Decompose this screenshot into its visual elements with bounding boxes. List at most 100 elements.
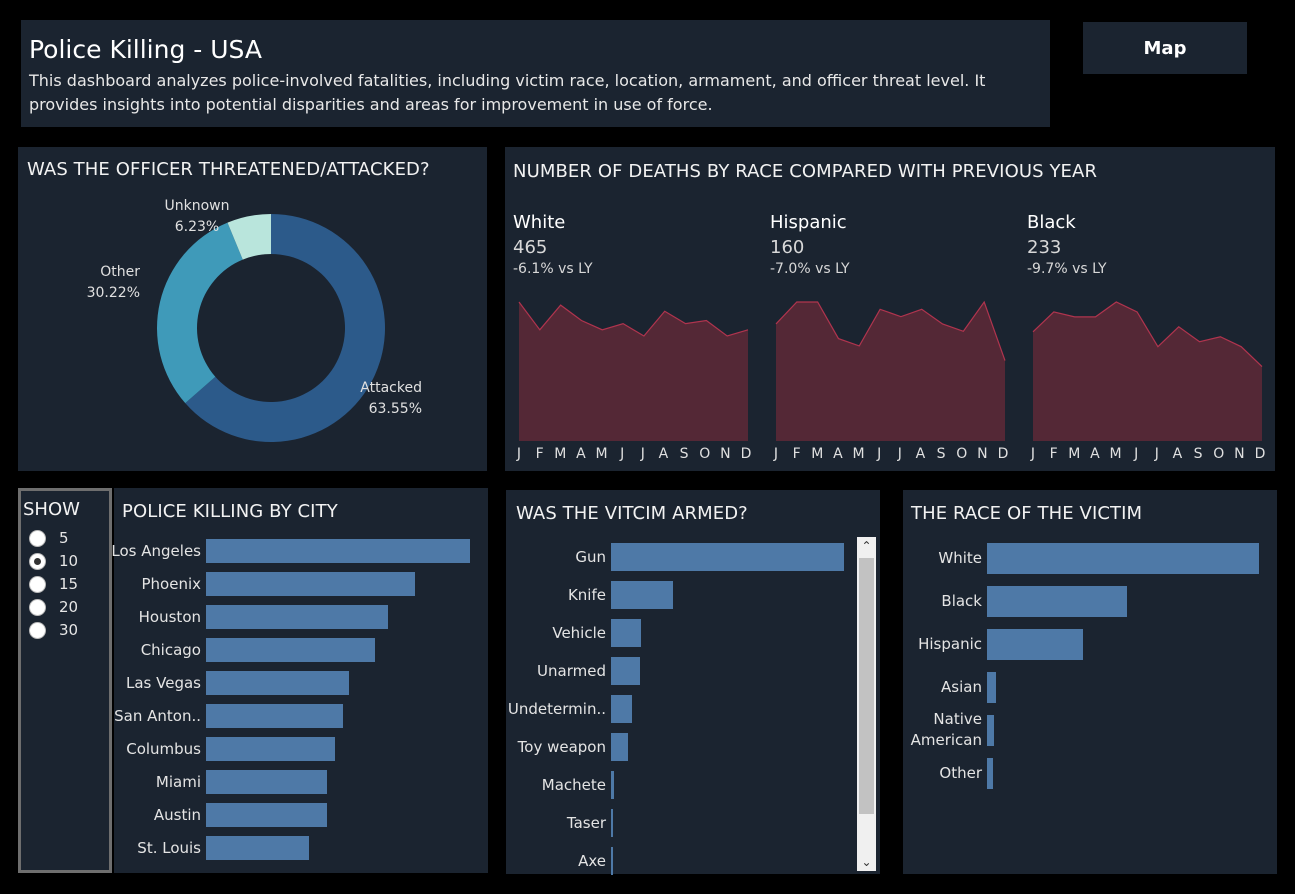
donut-label-unknown-name: Unknown [164,198,230,214]
radio-button[interactable] [29,621,46,639]
kpi-hispanic-change: -7.0% vs LY [770,261,850,277]
radio-label: 30 [59,621,79,639]
donut-label-other-value: 30.22% [86,285,140,301]
month-label: M [1068,446,1081,462]
map-button[interactable]: Map [1083,22,1247,74]
bar[interactable] [987,671,997,703]
scroll-thumb[interactable] [859,558,874,814]
armed-scrollbar[interactable]: ⌃ ⌄ [857,537,876,871]
month-label: S [1193,446,1203,462]
bar[interactable] [206,605,389,629]
bar-label: Austin [153,805,201,824]
line-black [1032,301,1263,367]
bar[interactable] [611,847,614,875]
radio-button[interactable] [29,575,46,593]
show-option-5[interactable]: 5 [29,528,69,548]
bar[interactable] [611,581,673,609]
show-option-15[interactable]: 15 [29,574,78,594]
month-label: A [915,446,926,462]
bar[interactable] [611,543,844,571]
scroll-down-icon[interactable]: ⌄ [861,855,872,869]
bar[interactable] [206,836,309,860]
bar-label: Phoenix [141,574,201,593]
radio-label: 10 [59,552,79,570]
month-label: F [535,446,544,462]
month-label: O [699,446,711,462]
month-label: A [1090,446,1100,462]
bar-label: Native American [910,710,982,749]
bar-label: Houston [138,607,201,626]
month-label: A [576,446,586,462]
month-label: N [1234,446,1245,462]
bar[interactable] [206,737,336,761]
month-label: A [658,446,669,462]
kpi-black-race: Black [1027,212,1076,233]
bar[interactable] [611,695,632,723]
bar[interactable] [611,733,629,761]
race-title: THE RACE OF THE VICTIM [911,503,1143,524]
donut-slice-attacked [185,214,385,442]
month-label: J [1134,446,1139,462]
bar[interactable] [206,803,328,827]
bar[interactable] [611,619,642,647]
bar[interactable] [987,628,1084,660]
donut-label-attacked: Attacked 63.55% [354,378,422,420]
city-title: POLICE KILLING BY CITY [122,501,338,522]
area-black [1033,302,1262,441]
month-label: N [977,446,988,462]
radio-label: 5 [59,529,69,547]
bar[interactable] [611,771,615,799]
bar[interactable] [206,638,375,662]
donut-label-other-name: Other [100,264,140,280]
month-label: J [620,446,625,462]
bar[interactable] [611,657,641,685]
bar[interactable] [987,714,995,746]
line-hispanic [775,300,1006,361]
bar[interactable] [206,704,344,728]
bar[interactable] [611,809,614,837]
show-option-10[interactable]: 10 [29,551,78,571]
radio-button[interactable] [29,552,46,570]
kpi-black-change: -9.7% vs LY [1027,261,1107,277]
scroll-up-icon[interactable]: ⌃ [861,539,872,553]
bar-label: Hispanic [918,634,982,653]
month-label: J [1154,446,1159,462]
bar[interactable] [206,539,470,563]
month-label: J [877,446,882,462]
page-title: Police Killing - USA [29,35,262,64]
kpi-black-total: 233 [1027,237,1062,258]
bar[interactable] [987,585,1128,617]
bar-label: Machete [541,775,606,794]
kpi-white-race: White [513,212,566,233]
radio-button[interactable] [29,598,46,616]
bar[interactable] [206,770,328,794]
month-label: D [997,446,1009,462]
month-label: J [1030,446,1036,462]
month-label: S [679,446,689,462]
bar[interactable] [206,572,415,596]
bar-label: Chicago [140,640,201,659]
bar-label: Other [939,763,982,782]
month-label: M [1109,446,1122,462]
radio-button[interactable] [29,529,46,547]
bar[interactable] [987,542,1259,574]
bar-label: Las Vegas [126,673,201,692]
show-option-30[interactable]: 30 [29,620,78,640]
month-label: J [773,446,779,462]
donut-slice-unknown [227,214,271,260]
month-label: A [833,446,843,462]
show-option-20[interactable]: 20 [29,597,78,617]
donut-label-unknown: Unknown 6.23% [164,196,230,238]
threat-title: WAS THE OFFICER THREATENED/ATTACKED? [27,159,430,180]
kpi-hispanic-race: Hispanic [770,212,847,233]
bar[interactable] [987,757,993,789]
bar[interactable] [206,671,349,695]
month-label: O [956,446,968,462]
donut-label-attacked-value: 63.55% [368,401,422,417]
show-filter-title: SHOW [23,499,80,520]
dashboard-header: Police Killing - USA This dashboard anal… [21,20,1050,127]
city-panel: POLICE KILLING BY CITY Los Angeles Phoeni… [111,488,488,873]
month-label: M [811,446,824,462]
month-label: M [852,446,865,462]
bar-label: White [938,548,982,567]
